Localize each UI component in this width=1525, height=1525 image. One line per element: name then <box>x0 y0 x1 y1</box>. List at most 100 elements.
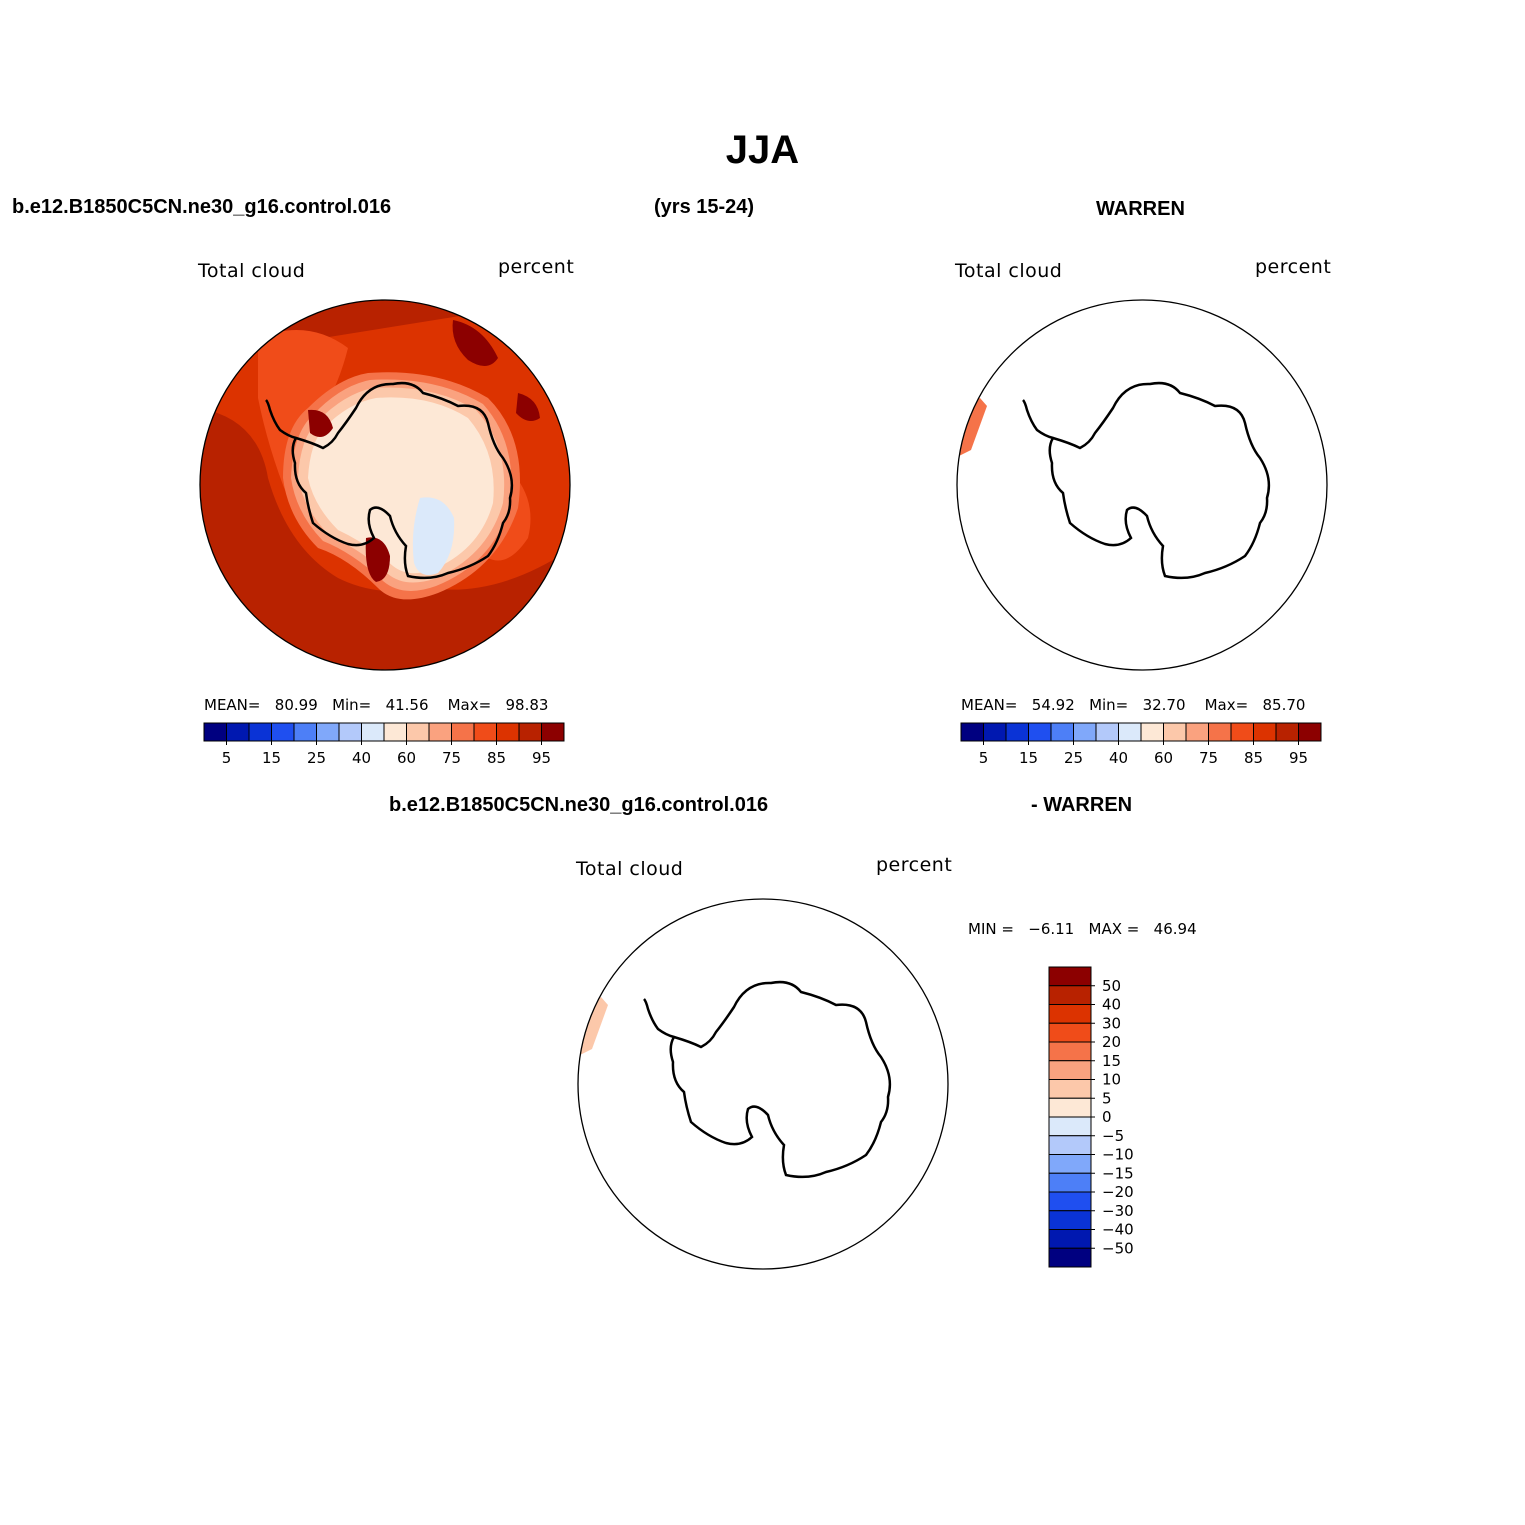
diff-colorbar-swatch <box>1048 1247 1092 1268</box>
model-colorbar-tick-label: 5 <box>222 749 232 767</box>
obs-colorbar-tick-label: 85 <box>1244 749 1263 767</box>
model-colorbar-swatch <box>293 722 317 742</box>
model-colorbar-swatch <box>541 722 565 742</box>
obs-colorbar-swatch <box>1230 722 1254 742</box>
diff-colorbar-swatch <box>1048 1191 1092 1212</box>
model-mean-label: MEAN= <box>204 696 261 714</box>
diff-colorbar-tick-label: 5 <box>1102 1089 1112 1107</box>
diff-colorbar-tick-label: 40 <box>1102 996 1121 1014</box>
model-colorbar: 5 15 25 40 60 75 85 95 <box>203 722 565 767</box>
obs-colorbar-swatch <box>1118 722 1142 742</box>
diff-colorbar-tick-label: 30 <box>1102 1014 1121 1032</box>
obs-units-label: percent <box>1255 256 1332 278</box>
diff-colorbar-swatch <box>1048 1060 1092 1080</box>
diff-colorbar-tick-label: 10 <box>1102 1071 1121 1089</box>
model-colorbar-tick-label: 40 <box>352 749 371 767</box>
diff-colorbar-tick-label: −30 <box>1102 1202 1134 1220</box>
model-mean-value: 80.99 <box>274 696 318 714</box>
model-variable-label: Total cloud <box>198 260 306 282</box>
diff-units-label: percent <box>876 854 953 876</box>
obs-colorbar-swatch <box>1275 722 1299 742</box>
diff-max-label: MAX = <box>1088 920 1140 938</box>
obs-colorbar-swatch <box>1140 722 1164 742</box>
obs-colorbar-tick-label: 25 <box>1064 749 1083 767</box>
model-colorbar-swatch <box>271 722 295 742</box>
diff-antarctica-coastline <box>669 980 892 1179</box>
diff-polar-map <box>577 898 949 1270</box>
obs-colorbar-swatch <box>1185 722 1209 742</box>
model-interior-low <box>412 497 455 576</box>
obs-colorbar-tick-label: 95 <box>1289 749 1308 767</box>
obs-colorbar-swatch <box>1073 722 1097 742</box>
diff-colorbar-tick-label: −20 <box>1102 1183 1134 1201</box>
model-colorbar-swatch <box>428 722 452 742</box>
diff-colorbar-swatch <box>1048 1116 1092 1137</box>
model-colorbar-tick-label: 85 <box>487 749 506 767</box>
model-stats-line: MEAN= 80.99 Min= 41.56 Max= 98.83 <box>204 696 548 714</box>
obs-colorbar-swatch <box>960 722 984 742</box>
obs-mean-label: MEAN= <box>961 696 1018 714</box>
obs-colorbar-swatch <box>1253 722 1277 742</box>
model-colorbar-swatch <box>338 722 362 742</box>
obs-colorbar-swatch <box>983 722 1007 742</box>
model-max-label: Max= <box>447 696 492 714</box>
model-colorbar-swatch <box>518 722 542 742</box>
model-colorbar-swatch <box>248 722 272 742</box>
obs-data-patch <box>957 398 987 458</box>
obs-colorbar-tick-label: 5 <box>979 749 989 767</box>
obs-colorbar-tick-label: 40 <box>1109 749 1128 767</box>
diff-colorbar-swatch <box>1048 1154 1092 1174</box>
diff-colorbar-tick-label: −10 <box>1102 1146 1134 1164</box>
diff-colorbar-tick-label: −50 <box>1102 1239 1134 1257</box>
diff-case-header: b.e12.B1850C5CN.ne30_g16.control.016 <box>389 794 769 816</box>
model-colorbar-swatch <box>383 722 407 742</box>
model-antarctica-coastline <box>291 381 514 580</box>
years-header: (yrs 15-24) <box>654 196 755 218</box>
model-colorbar-swatch <box>226 722 250 742</box>
model-colorbar-swatch <box>406 722 430 742</box>
obs-colorbar: 5 15 25 40 60 75 85 95 <box>960 722 1322 767</box>
model-colorbar-swatch <box>451 722 475 742</box>
obs-mean-value: 54.92 <box>1031 696 1075 714</box>
figure-title: JJA <box>725 128 800 172</box>
diff-colorbar-tick-label: −15 <box>1102 1164 1134 1182</box>
diff-colorbar-swatch <box>1048 1041 1092 1062</box>
model-max-patch-east <box>516 393 540 422</box>
model-max-patch-south <box>365 537 390 582</box>
obs-map-boundary <box>956 299 1328 671</box>
diff-minmax-line: MIN = −6.11 MAX = 46.94 <box>968 920 1197 938</box>
diff-min-label: MIN = <box>968 920 1014 938</box>
model-polar-map <box>199 299 571 671</box>
obs-colorbar-swatch <box>1163 722 1187 742</box>
model-min-label: Min= <box>332 696 372 714</box>
model-case-header: b.e12.B1850C5CN.ne30_g16.control.016 <box>12 196 392 218</box>
obs-colorbar-swatch <box>1028 722 1052 742</box>
diff-variable-label: Total cloud <box>576 858 684 880</box>
obs-variable-label: Total cloud <box>955 260 1063 282</box>
diff-colorbar-swatch <box>1048 1097 1092 1118</box>
diff-colorbar-swatch <box>1048 1210 1092 1230</box>
model-colorbar-swatch <box>361 722 385 742</box>
model-map-boundary <box>199 299 571 671</box>
obs-min-value: 32.70 <box>1142 696 1186 714</box>
model-min-value: 41.56 <box>385 696 429 714</box>
diff-colorbar-swatch <box>1048 1004 1092 1024</box>
obs-max-label: Max= <box>1204 696 1249 714</box>
diff-colorbar-tick-label: 50 <box>1102 977 1121 995</box>
diff-colorbar-tick-label: −5 <box>1102 1127 1124 1145</box>
model-colorbar-tick-label: 60 <box>397 749 416 767</box>
diff-data-patch <box>578 997 608 1057</box>
obs-peninsula-coastline <box>1022 399 1054 440</box>
diff-min-value: −6.11 <box>1028 920 1075 938</box>
model-colorbar-tick-label: 15 <box>262 749 281 767</box>
obs-min-label: Min= <box>1089 696 1129 714</box>
diff-map-boundary <box>577 898 949 1270</box>
obs-colorbar-tick-label: 60 <box>1154 749 1173 767</box>
obs-colorbar-tick-label: 75 <box>1199 749 1218 767</box>
diff-max-value: 46.94 <box>1153 920 1197 938</box>
diff-colorbar-swatch <box>1048 1135 1092 1155</box>
diff-colorbar-swatch <box>1048 985 1092 1005</box>
diff-colorbar-swatch <box>1048 966 1092 987</box>
obs-colorbar-swatch <box>1298 722 1322 742</box>
